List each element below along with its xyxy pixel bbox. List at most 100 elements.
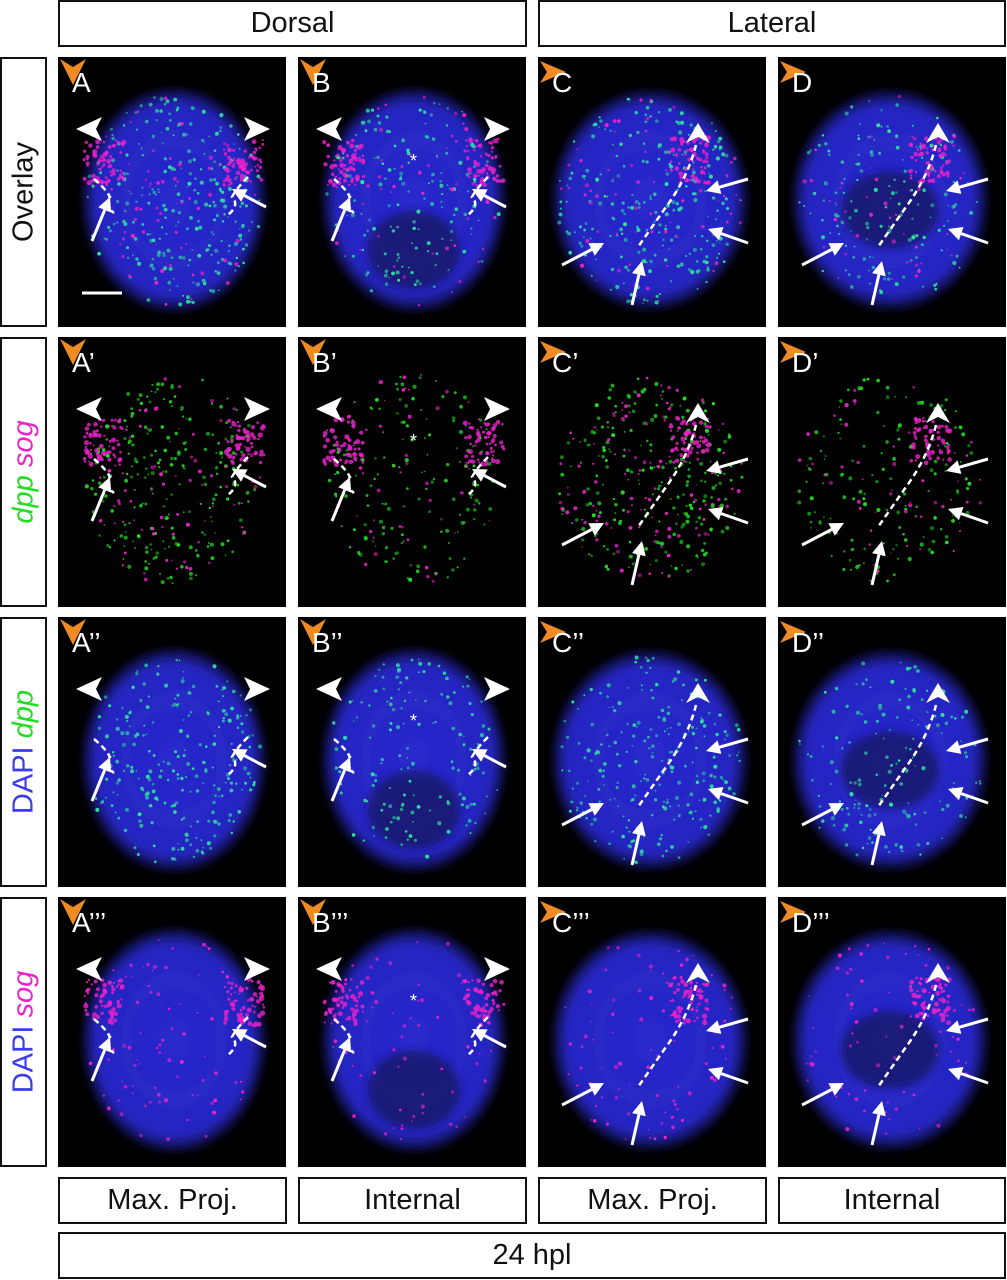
panel-label: B’ xyxy=(312,347,337,378)
embryo-image: * xyxy=(316,373,510,583)
dpp-text: dpp xyxy=(7,475,39,524)
orange-arrowhead-top-icon xyxy=(60,899,86,925)
micrograph-panel: A’ xyxy=(58,337,286,607)
annotations xyxy=(561,123,749,306)
micrograph-panel: * B xyxy=(298,57,526,327)
orange-arrowhead-left-icon xyxy=(780,341,806,363)
micrograph-panel: * B’ xyxy=(298,337,526,607)
header-lateral: Lateral xyxy=(538,0,1006,47)
micrograph-panel: A’’ xyxy=(58,617,286,887)
dapi-stain xyxy=(322,928,506,1152)
footer-col-c: Max. Proj. xyxy=(538,1177,767,1224)
panel-label: C’’’ xyxy=(552,907,590,938)
annotations: * xyxy=(316,677,510,802)
dapi-stain xyxy=(82,648,266,872)
svg-text:*: * xyxy=(410,151,417,171)
panel-label: D xyxy=(792,67,813,98)
embryo-image xyxy=(558,376,749,586)
embryo-image xyxy=(76,88,270,312)
annotations: * xyxy=(316,117,510,242)
signal-speckles xyxy=(322,373,506,583)
panel-label: A’’’ xyxy=(72,907,107,938)
sog-text: sog xyxy=(7,970,39,1018)
embryo-image xyxy=(76,377,270,585)
orange-arrowhead-top-icon xyxy=(60,619,86,645)
panel-label: B’’’ xyxy=(312,907,349,938)
signal-speckles xyxy=(322,941,506,1141)
dapi-stain xyxy=(322,88,506,312)
svg-text:*: * xyxy=(410,431,417,451)
orange-arrowhead-top-icon xyxy=(300,899,326,925)
row-label-overlay: Overlay xyxy=(0,57,47,327)
orange-arrowhead-left-icon xyxy=(540,61,566,83)
annotations xyxy=(561,963,749,1146)
signal-speckles xyxy=(798,94,978,299)
micrograph-panel: A xyxy=(58,57,286,327)
annotations xyxy=(561,403,749,586)
signal-speckles xyxy=(560,655,741,865)
micrograph-panel: D’’’ xyxy=(778,897,1006,1167)
panel-label: B xyxy=(312,67,331,98)
orange-arrowhead-top-icon xyxy=(300,59,326,85)
annotations xyxy=(801,123,989,306)
micrograph-panel: * B’’’ xyxy=(298,897,526,1167)
micrograph-panel: D’’ xyxy=(778,617,1006,887)
signal-speckles xyxy=(94,658,263,864)
embryo-image xyxy=(792,650,989,870)
signal-speckles xyxy=(331,658,499,859)
annotations: * xyxy=(316,397,510,522)
signal-speckles xyxy=(83,938,266,1142)
spacer-text xyxy=(7,467,39,475)
panel-label: D’’ xyxy=(792,627,825,658)
annotations xyxy=(801,683,989,866)
panel-label: B’’ xyxy=(312,627,343,658)
row-label-dapi-dpp: DAPI dpp xyxy=(0,617,47,887)
annotations xyxy=(561,683,749,866)
annotations xyxy=(76,117,270,295)
embryo-image xyxy=(552,930,749,1150)
orange-arrowhead-left-icon xyxy=(780,621,806,643)
dapi-stain xyxy=(552,650,748,870)
orange-arrowhead-left-icon xyxy=(540,621,566,643)
embryo-image xyxy=(552,650,749,870)
panel-label: C’ xyxy=(552,347,579,378)
row-label-dapi-sog: DAPI sog xyxy=(0,897,47,1167)
footer-col-b: Internal xyxy=(298,1177,527,1224)
spacer-text xyxy=(7,1018,39,1026)
orange-arrowhead-top-icon xyxy=(300,339,326,365)
panel-label: C’’ xyxy=(552,627,585,658)
orange-arrowhead-top-icon xyxy=(60,339,86,365)
orange-arrowhead-left-icon xyxy=(780,61,806,83)
embryo-image xyxy=(792,90,989,310)
micrograph-panel: D’ xyxy=(778,337,1006,607)
signal-speckles xyxy=(558,376,744,578)
micrograph-panel: A’’’ xyxy=(58,897,286,1167)
embryo-image: * xyxy=(316,648,510,872)
footer-col-d: Internal xyxy=(778,1177,1006,1224)
panel-label: A’ xyxy=(72,347,95,378)
overlay-text: Overlay xyxy=(7,142,39,242)
dapi-stain xyxy=(82,928,266,1152)
dapi-text: DAPI xyxy=(7,1025,39,1094)
embryo-image: * xyxy=(316,928,510,1152)
embryo-image xyxy=(76,648,270,872)
embryo-image xyxy=(76,928,270,1152)
dapi-stain xyxy=(552,930,748,1150)
dpp-text: dpp xyxy=(7,689,39,739)
footer-col-a: Max. Proj. xyxy=(58,1177,287,1224)
signal-speckles xyxy=(797,377,983,583)
annotations xyxy=(76,957,270,1082)
orange-arrowhead-left-icon xyxy=(540,341,566,363)
panel-label: A xyxy=(72,67,91,98)
header-dorsal: Dorsal xyxy=(58,0,527,47)
annotations xyxy=(801,403,989,586)
embryo-image xyxy=(552,90,749,310)
timepoint-label: 24 hpl xyxy=(58,1232,1006,1279)
row-label-dpp-sog: dpp sog xyxy=(0,337,47,607)
panel-label: A’’ xyxy=(72,627,101,658)
micrograph-panel: C’’ xyxy=(538,617,766,887)
signal-speckles xyxy=(322,95,506,307)
svg-text:*: * xyxy=(410,991,417,1011)
orange-arrowhead-left-icon xyxy=(540,901,566,923)
svg-text:*: * xyxy=(410,711,417,731)
